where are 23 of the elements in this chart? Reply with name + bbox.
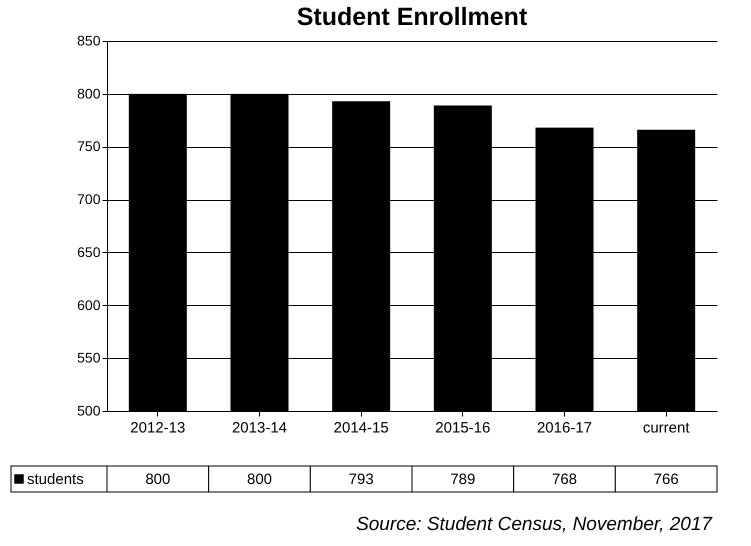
data-label: 789 xyxy=(450,471,476,488)
y-tick-label: 700 xyxy=(77,191,101,208)
chart-title: Student Enrollment xyxy=(296,3,528,31)
y-tick-label: 500 xyxy=(77,402,101,418)
data-label: 793 xyxy=(348,471,374,488)
y-tick-label: 650 xyxy=(77,244,101,260)
data-label: 766 xyxy=(654,471,679,488)
x-tick-label: 2012-13 xyxy=(130,420,186,436)
y-tick-label: 600 xyxy=(77,296,101,313)
data-label: 800 xyxy=(145,471,170,488)
y-tick-label: 750 xyxy=(77,138,101,154)
x-tick-label: current xyxy=(642,420,690,436)
x-tick-label: 2015-16 xyxy=(435,420,490,436)
legend-label: students xyxy=(27,471,84,488)
x-tick-label: 2014-15 xyxy=(334,420,389,436)
data-label: 768 xyxy=(552,471,578,488)
y-tick-label: 800 xyxy=(77,85,101,102)
x-tick-label: 2016-17 xyxy=(536,420,592,436)
source-note: Source: Student Census, November, 2017 xyxy=(356,514,714,535)
data-label: 800 xyxy=(246,471,272,488)
y-tick-label: 850 xyxy=(77,32,101,48)
x-tick-label: 2013-14 xyxy=(232,420,288,436)
y-tick-label: 550 xyxy=(77,350,101,366)
